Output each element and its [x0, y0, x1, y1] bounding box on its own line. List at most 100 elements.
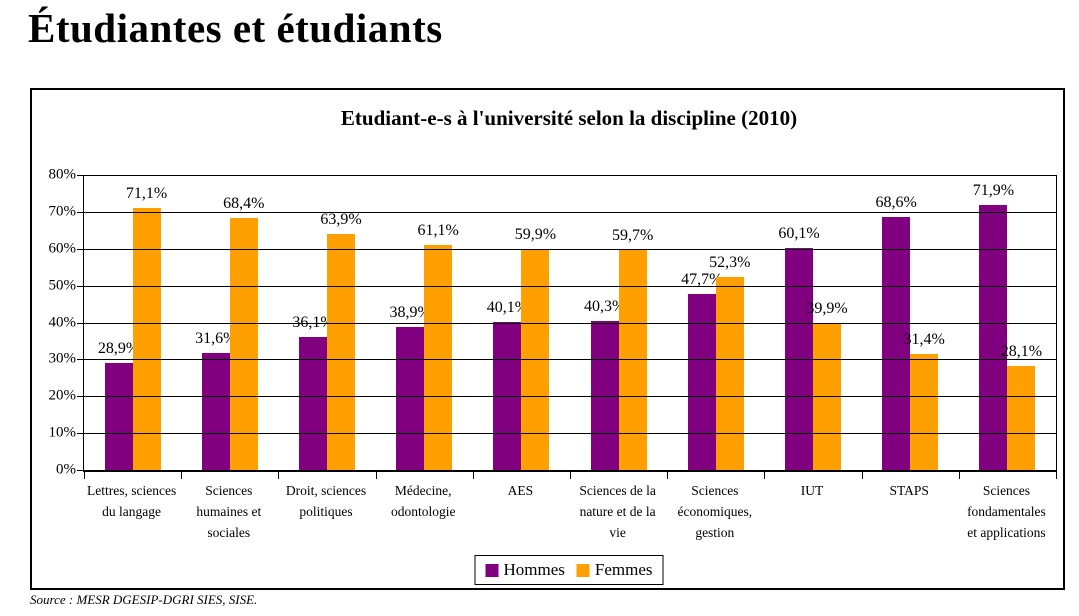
gridline: [84, 359, 1056, 361]
bar-femmes: [327, 234, 355, 470]
y-axis-labels: 0% 10% 20% 30% 40% 50% 60% 70% 80%: [32, 167, 77, 478]
bar-hommes: [493, 322, 522, 470]
x-axis-label: Sciences économiques, gestion: [677, 483, 753, 540]
bar-femmes: [910, 354, 939, 470]
x-axis-label: STAPS: [889, 483, 929, 498]
legend: Hommes Femmes: [474, 555, 664, 585]
bar-value-label: 59,7%: [611, 226, 654, 244]
bar-value-label: 38,9%: [389, 303, 431, 321]
x-axis-label: IUT: [800, 483, 824, 498]
legend-item-femmes: Femmes: [576, 560, 653, 580]
x-axis-tick: [861, 472, 863, 479]
category-group: 36,1% 63,9%: [278, 175, 375, 470]
gridline: [84, 396, 1056, 398]
x-axis-tick: [84, 472, 85, 479]
bar-wrap: 52,3%: [709, 175, 750, 470]
legend-item-hommes: Hommes: [485, 560, 565, 580]
bar-wrap: 28,1%: [1001, 175, 1042, 470]
page-title: Étudiantes et étudiants: [28, 5, 443, 51]
legend-label: Hommes: [503, 560, 565, 579]
bar-hommes: [299, 336, 327, 470]
category-group: 31,6% 68,4%: [181, 175, 278, 470]
bar-femmes: [229, 217, 258, 470]
x-axis-label: Sciences fondamentales et applications: [967, 483, 1046, 540]
bar-hommes: [104, 363, 133, 470]
bar-hommes: [785, 248, 814, 470]
y-axis-label: 10%: [48, 424, 77, 441]
bar-value-label: 36,1%: [292, 313, 334, 331]
y-axis-tick: [77, 359, 84, 361]
bar-femmes: [1007, 366, 1036, 470]
y-axis-tick: [77, 285, 84, 287]
y-axis-label: 0%: [56, 461, 76, 478]
y-axis-tick: [77, 248, 84, 250]
legend-label: Femmes: [594, 560, 653, 579]
x-axis-labels: Lettres, sciences du langage Sciences hum…: [83, 481, 1055, 544]
x-axis-tick: [570, 472, 571, 479]
y-axis-label: 70%: [48, 203, 77, 220]
x-axis-label: Médecine, odontologie: [390, 483, 456, 519]
gridline: [84, 248, 1056, 250]
bar-hommes: [979, 204, 1008, 470]
bar-hommes: [396, 326, 425, 470]
legend-swatch-hommes: [485, 563, 499, 577]
gridline: [84, 322, 1056, 324]
x-axis-tick: [278, 472, 280, 479]
x-axis-tick: [1056, 472, 1057, 479]
x-axis-tick: [472, 472, 474, 479]
x-axis-tick: [667, 472, 669, 479]
bar-femmes: [132, 207, 161, 470]
source-note: Source : MESR DGESIP-DGRI SIES, SISE.: [30, 592, 258, 607]
gridline: [84, 285, 1056, 287]
bar-value-label: 39,9%: [806, 299, 848, 317]
bar-value-label: 63,9%: [320, 211, 362, 229]
category-group: 28,9% 71,1%: [84, 175, 181, 470]
bar-hommes: [687, 294, 716, 470]
y-axis-tick: [77, 322, 84, 324]
bar-hommes: [882, 217, 911, 470]
gridline: [84, 175, 1056, 176]
bar-value-label: 40,3%: [583, 298, 626, 316]
bar-value-label: 59,9%: [514, 226, 557, 244]
bar-value-label: 68,6%: [875, 194, 917, 212]
bar-wrap: 71,1%: [126, 175, 167, 470]
bar-value-label: 47,7%: [681, 271, 723, 289]
x-axis-tick: [764, 472, 766, 479]
y-axis-tick: [77, 433, 84, 435]
bar-value-label: 60,1%: [778, 225, 820, 243]
bar-value-label: 71,9%: [972, 181, 1015, 199]
x-axis-label: Lettres, sciences du langage: [86, 483, 177, 519]
y-axis-tick: [77, 211, 84, 213]
y-axis-label: 30%: [48, 350, 77, 367]
bar-value-label: 31,6%: [195, 330, 237, 348]
y-axis-tick: [77, 396, 84, 398]
x-axis-tick: [958, 472, 960, 479]
bar-wrap: 68,4%: [223, 175, 264, 470]
bar-wrap: 40,1%: [487, 175, 528, 470]
category-group: 68,6% 31,4%: [862, 175, 959, 470]
bar-hommes: [201, 353, 230, 470]
bar-value-label: 61,1%: [417, 221, 459, 239]
chart-title: Etudiant-e-s à l'université selon la dis…: [340, 106, 798, 130]
x-axis-tick: [181, 472, 183, 479]
bar-wrap: 68,6%: [876, 175, 917, 470]
bar-value-label: 28,1%: [1000, 343, 1043, 361]
category-group: 38,9% 61,1%: [376, 175, 473, 470]
bar-value-label: 68,4%: [223, 194, 265, 212]
bar-wrap: 38,9%: [390, 175, 431, 470]
bar-femmes: [424, 244, 453, 470]
x-axis-tick: [375, 472, 377, 479]
x-axis-label: Droit, sciences politiques: [285, 483, 367, 519]
y-axis-label: 20%: [48, 387, 77, 404]
chart-frame: Etudiant-e-s à l'université selon la dis…: [30, 88, 1065, 590]
bar-wrap: 63,9%: [320, 175, 362, 470]
x-axis-label: Sciences humaines et sociales: [196, 483, 262, 540]
bar-value-label: 52,3%: [709, 254, 751, 272]
y-axis-label: 40%: [48, 314, 77, 330]
bar-value-label: 40,1%: [486, 299, 529, 317]
y-axis-label: 50%: [48, 277, 77, 294]
bar-femmes: [715, 277, 744, 470]
bar-wrap: 40,3%: [584, 175, 625, 470]
bar-wrap: 60,1%: [778, 175, 820, 470]
